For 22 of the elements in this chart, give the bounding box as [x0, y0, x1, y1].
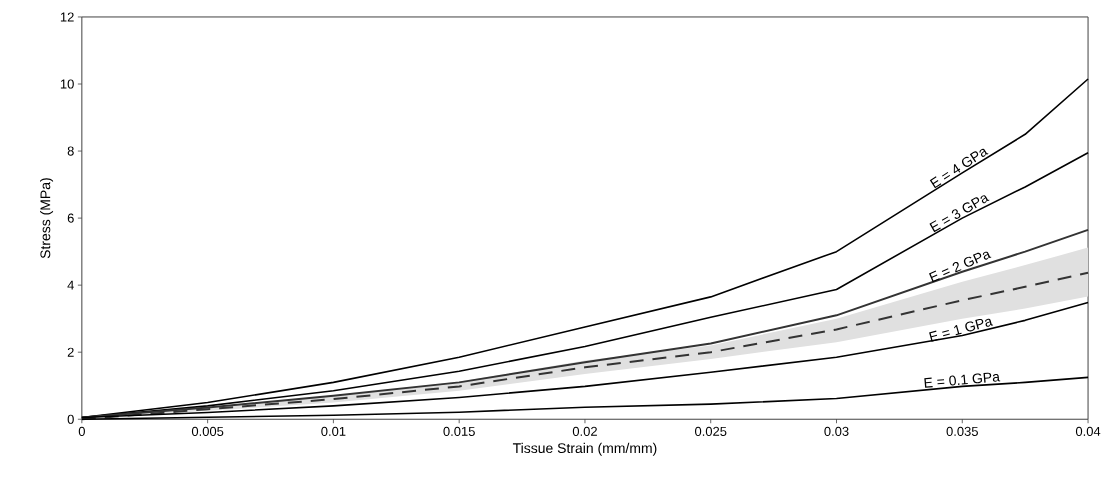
y-tick-label: 10 [60, 79, 74, 89]
x-tick-label: 0.015 [443, 426, 475, 436]
series-label: E = 0.1 GPa [924, 372, 1001, 388]
text: E = 3 GPa [929, 195, 990, 233]
x-tick-label: 0.04 [1075, 426, 1101, 436]
text: E = 4 GPa [929, 148, 989, 189]
y-tick-label: 8 [67, 146, 74, 156]
x-tick-label: 0.03 [824, 426, 849, 436]
y-tick-label: 4 [67, 280, 74, 290]
text: E = 2 GPa [929, 251, 992, 283]
y-tick-label: 12 [60, 12, 74, 22]
y-axis-title: Stress (MPa) [40, 178, 54, 259]
x-tick-label: 0.025 [694, 426, 727, 436]
x-tick-label: 0.02 [572, 426, 597, 436]
x-tick-label: 0.01 [321, 426, 346, 436]
x-axis-title: Tissue Strain (mm/mm) [512, 442, 657, 456]
y-tick-label: 0 [67, 414, 74, 424]
x-tick-label: 0.005 [191, 426, 224, 436]
x-tick-label: 0 [78, 426, 85, 436]
y-tick-label: 2 [67, 347, 74, 357]
x-tick-label: 0.035 [946, 426, 978, 436]
y-tick-label: 6 [67, 213, 74, 223]
